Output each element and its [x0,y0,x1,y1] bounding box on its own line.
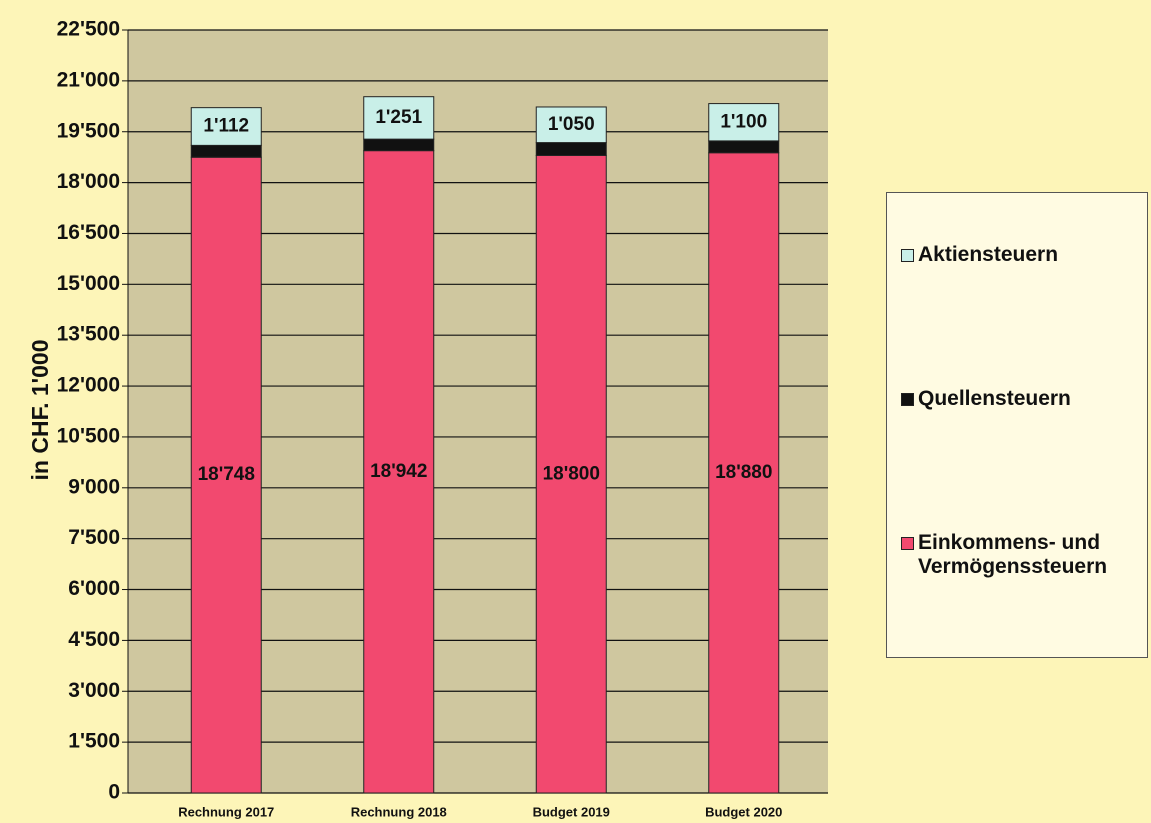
data-label: 1'050 [548,114,595,135]
legend-label: Einkommens- und Vermögenssteuern [918,531,1108,578]
bar-segment [535,142,607,156]
legend: Aktiensteuern Quellensteuern Einkommens- u… [886,192,1148,658]
bar-segment [535,154,607,794]
data-label: 1'100 [720,111,767,132]
data-label: 18'800 [543,463,600,484]
bar-segment [535,106,607,144]
y-tick-label: 9'000 [68,475,120,498]
data-label: 18'880 [715,462,772,483]
chart: in CHF. 1'000 0 1'500 3'000 4'500 6'000 7'500… [27,18,828,819]
y-tick-label: 19'500 [57,119,120,142]
legend-swatch [901,393,914,406]
legend-label: Quellensteuern [918,387,1071,410]
bar-segment [708,152,780,794]
bar-segment [190,107,262,146]
data-label: 18'748 [198,464,255,485]
y-tick-label: 3'000 [68,679,120,702]
bar-segment [363,150,435,794]
x-tick-label: Budget 2019 [533,804,610,819]
bar-segment [708,103,780,142]
legend-item: Einkommens- und Vermögenssteuern [901,531,1141,579]
data-label: 1'251 [375,107,422,128]
bar-segment [190,144,262,158]
y-tick-label: 18'000 [57,170,120,193]
y-tick-label: 1'500 [68,730,120,753]
data-label: 18'942 [370,461,427,482]
bar-segment [363,96,435,140]
bar-segment [363,138,435,152]
legend-swatch [901,249,914,262]
y-tick-label: 13'500 [57,323,120,346]
legend-item: Aktiensteuern [901,243,1141,267]
y-tick-label: 7'500 [68,526,120,549]
y-tick-label: 16'500 [57,221,120,244]
x-tick-label: Rechnung 2018 [351,804,447,819]
bar-segment [190,156,262,794]
y-tick-label: 21'000 [57,68,120,91]
y-tick-label: 12'000 [57,374,120,397]
x-tick-label: Rechnung 2017 [178,804,274,819]
y-axis-title: in CHF. 1'000 [27,340,53,481]
legend-label: Aktiensteuern [918,243,1059,266]
y-tick-label: 22'500 [57,18,120,41]
y-tick-label: 4'500 [68,628,120,651]
legend-swatch [901,537,914,550]
y-tick-label: 6'000 [68,577,120,600]
y-tick-label: 0 [108,781,120,804]
y-tick-label: 10'500 [57,424,120,447]
data-label: 1'112 [203,116,249,137]
y-tick-label: 15'000 [57,272,120,295]
x-tick-label: Budget 2020 [705,804,782,819]
bar-segment [708,140,780,154]
legend-item: Quellensteuern [901,387,1141,411]
